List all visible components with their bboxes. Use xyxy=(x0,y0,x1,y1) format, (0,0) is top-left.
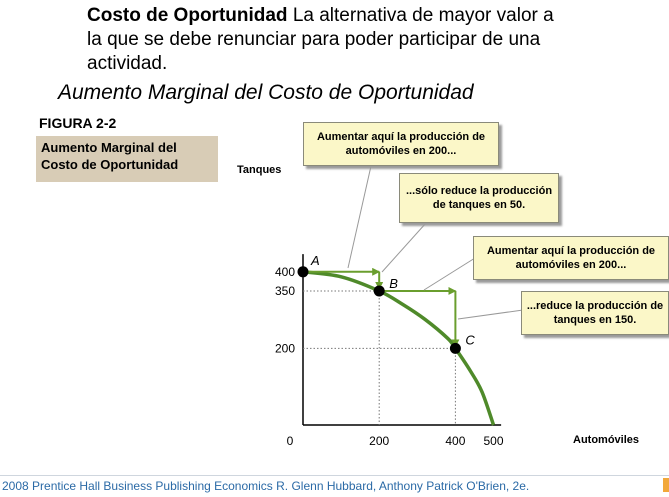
point-label-C: C xyxy=(465,332,475,347)
leader-callout-4 xyxy=(457,309,524,320)
figure-label: FIGURA 2-2 xyxy=(39,115,117,131)
x-tick-label-500: 500 xyxy=(483,434,503,448)
footer-text: 2008 Prentice Hall Business Publishing E… xyxy=(2,479,530,493)
slide-subtitle: Aumento Marginal del Costo de Oportunida… xyxy=(58,81,474,104)
point-A xyxy=(297,266,309,278)
definition-body: La alternativa de mayor valor a la que s… xyxy=(87,5,554,74)
ppf-curve xyxy=(302,270,496,426)
point-C xyxy=(449,342,461,354)
x-tick-label-0: 0 xyxy=(287,434,294,448)
callout-increase-autos-2: Aumentar aquí la producción de automóvil… xyxy=(473,236,669,280)
leader-callout-3 xyxy=(423,257,476,291)
y-tick-label-200: 200 xyxy=(275,341,295,355)
definition-text: Costo de Oportunidad La alternativa de m… xyxy=(87,4,557,76)
x-tick-label-200: 200 xyxy=(369,434,389,448)
figure-caption: Aumento Marginal del Costo de Oportunida… xyxy=(36,136,218,182)
y-tick-label-400: 400 xyxy=(275,265,295,279)
x-axis-label: Automóviles xyxy=(573,434,639,446)
point-label-B: B xyxy=(389,276,398,291)
x-tick-label-400: 400 xyxy=(445,434,465,448)
callout-increase-autos-1: Aumentar aquí la producción de automóvil… xyxy=(303,122,499,166)
definition-term: Costo de Oportunidad xyxy=(87,5,288,26)
y-axis-label: Tanques xyxy=(237,164,281,176)
callout-reduce-tanks-50: ...sólo reduce la producción de tanques … xyxy=(399,173,559,223)
leader-callout-2 xyxy=(381,222,427,273)
footer-marker xyxy=(663,478,669,492)
ppf-chart: Tanques Automóviles 0 200 400 500 400 350 200 A B C xyxy=(237,164,639,448)
callout-reduce-tanks-150: ...reduce la producción de tanques en 15… xyxy=(521,291,669,335)
point-B xyxy=(373,285,385,297)
footer: 2008 Prentice Hall Business Publishing E… xyxy=(0,475,669,497)
y-tick-label-350: 350 xyxy=(275,284,295,298)
point-label-A: A xyxy=(310,253,320,268)
leader-callout-1 xyxy=(347,165,372,269)
